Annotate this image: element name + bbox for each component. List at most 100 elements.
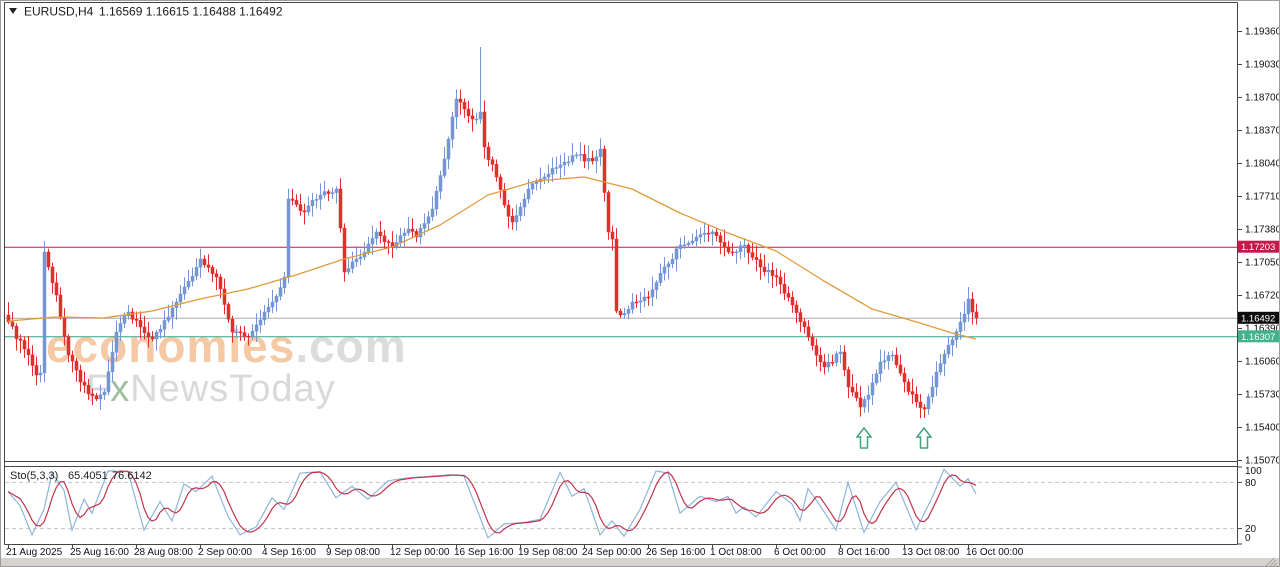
candle-down <box>850 386 855 393</box>
y-axis-label: 1.18040 <box>1245 159 1280 170</box>
candle-up <box>566 161 571 164</box>
stoch-scale-label: 100 <box>1245 466 1262 477</box>
x-axis-label: 25 Aug 16:00 <box>70 547 129 558</box>
y-axis-label: 1.17380 <box>1245 225 1280 236</box>
candle-up <box>554 167 559 169</box>
candle-up <box>954 331 959 340</box>
candle-up <box>42 251 47 374</box>
y-axis-label: 1.17050 <box>1245 258 1280 269</box>
y-axis-label: 1.15400 <box>1245 423 1280 434</box>
candle-down <box>902 373 907 383</box>
candle-down <box>914 394 919 403</box>
candle-down <box>86 385 91 395</box>
candle-down <box>386 241 391 243</box>
candle-down <box>502 189 507 206</box>
time-axis[interactable]: 21 Aug 2025 25 Aug 16:00 28 Aug 08:00 2 Sep… <box>6 545 1024 558</box>
stochastic-label: Sto(5,3,3) 65.4051 76.6142 <box>10 470 152 482</box>
candle-up <box>442 158 447 176</box>
buy-signal-arrows <box>855 426 933 449</box>
candle-up <box>158 329 163 333</box>
y-axis-label: 1.17710 <box>1245 192 1280 203</box>
candle-up <box>274 296 279 303</box>
watermark-tagline: FxNewsToday <box>86 368 336 410</box>
candle-down <box>202 258 207 266</box>
x-axis-label: 26 Sep 16:00 <box>646 547 706 558</box>
candle-down <box>10 321 15 327</box>
moving-average-line <box>7 176 977 340</box>
x-axis-label: 16 Sep 16:00 <box>454 547 514 558</box>
candle-up <box>122 315 127 324</box>
candle-down <box>706 232 711 235</box>
candle-down <box>718 235 723 243</box>
candle-up <box>518 206 523 216</box>
candle-up <box>742 244 747 247</box>
candle-down <box>786 293 791 298</box>
candle-up <box>190 275 195 282</box>
candle-up <box>874 373 879 384</box>
y-axis-label: 1.19360 <box>1245 27 1280 38</box>
candle-up <box>678 244 683 249</box>
candle-up <box>446 138 451 160</box>
candle-down <box>782 283 787 294</box>
candle-up <box>366 243 371 253</box>
candle-down <box>90 393 95 396</box>
candle-up <box>334 188 339 193</box>
candle-up <box>686 242 691 246</box>
candle-up <box>474 118 479 121</box>
candle-up <box>514 215 519 223</box>
candle-up <box>570 155 575 163</box>
candle-up <box>662 266 667 274</box>
candle-up <box>358 256 363 260</box>
candle-down <box>30 354 35 366</box>
candle-down <box>842 351 847 371</box>
candle-up <box>346 268 351 273</box>
candle-up <box>550 168 555 175</box>
candle-up <box>674 248 679 260</box>
candle-up <box>170 307 175 318</box>
price-axis[interactable]: 1.19360 1.19030 1.18700 1.18370 1.18040 1.177… <box>1237 27 1280 545</box>
candle-down <box>22 340 27 350</box>
candle-up <box>178 293 183 303</box>
candle-down <box>462 101 467 110</box>
candle-up <box>434 190 439 210</box>
symbol-dropdown-icon[interactable] <box>9 8 17 14</box>
candle-down <box>906 381 911 392</box>
candle-up <box>666 263 671 268</box>
resize-grip-icon[interactable] <box>1265 557 1278 567</box>
candle-up <box>330 192 335 194</box>
y-axis-label: 1.18370 <box>1245 126 1280 137</box>
x-axis-label: 13 Oct 08:00 <box>902 547 960 558</box>
candle-down <box>498 176 503 190</box>
chart-frame <box>4 2 1238 545</box>
candle-down <box>246 335 251 338</box>
candle-down <box>230 318 235 333</box>
resistance-price-badge: 1.17203 <box>1238 240 1280 253</box>
candle-up <box>478 111 483 120</box>
candle-up <box>654 282 659 290</box>
candle-down <box>378 231 383 237</box>
candle-down <box>730 251 735 254</box>
candle-down <box>338 188 343 229</box>
candle-down <box>34 365 39 376</box>
x-axis-label: 21 Aug 2025 <box>6 547 63 558</box>
candle-down <box>506 204 511 217</box>
candle-up <box>406 228 411 234</box>
current-price-badge: 1.16492 <box>1238 311 1280 324</box>
candle-down <box>414 231 419 238</box>
candle-up <box>522 198 527 208</box>
candle-up <box>98 394 103 400</box>
candle-up <box>950 339 955 346</box>
candle-up <box>558 164 563 168</box>
candle-up <box>670 259 675 265</box>
candle-down <box>226 304 231 320</box>
candle-down <box>762 266 767 273</box>
candle-up <box>398 235 403 243</box>
candle-up <box>250 330 255 338</box>
window-bottom-strip <box>1 557 1279 567</box>
candle-up <box>38 372 43 376</box>
candle-down <box>922 407 927 410</box>
candle-up <box>638 300 643 303</box>
candle-down <box>750 252 755 258</box>
candle-down <box>726 246 731 253</box>
